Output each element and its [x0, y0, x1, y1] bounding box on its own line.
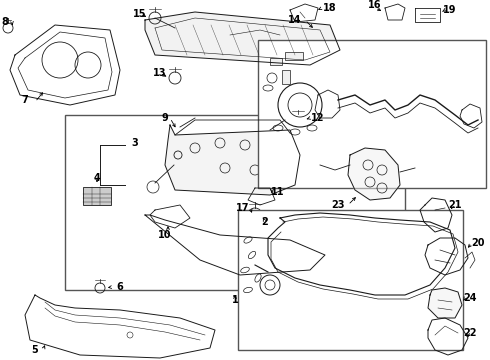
Text: 10: 10 [158, 230, 172, 240]
Text: 21: 21 [448, 200, 462, 210]
Bar [282, 70, 290, 84]
Text: 9: 9 [162, 113, 169, 123]
Text: 1: 1 [232, 295, 238, 305]
Text: 22: 22 [463, 328, 477, 338]
Text: 17: 17 [236, 203, 250, 213]
Text: 20: 20 [471, 238, 485, 248]
Polygon shape [348, 148, 400, 200]
Polygon shape [428, 288, 462, 318]
Text: 13: 13 [153, 68, 167, 78]
Text: 15: 15 [133, 9, 147, 19]
Text: 4: 4 [94, 173, 100, 183]
Text: 14: 14 [288, 15, 302, 25]
Bar [83, 187, 111, 205]
Text: 19: 19 [443, 5, 457, 15]
Bar [270, 58, 282, 65]
Bar [285, 52, 303, 60]
Text: 11: 11 [271, 187, 285, 197]
Text: 5: 5 [32, 345, 38, 355]
Polygon shape [145, 12, 340, 65]
Text: 8: 8 [1, 17, 8, 27]
Bar [65, 115, 405, 290]
Bar [238, 210, 463, 350]
Text: 12: 12 [311, 113, 325, 123]
Text: 23: 23 [331, 200, 345, 210]
Text: 6: 6 [117, 282, 123, 292]
Bar [258, 40, 486, 188]
Text: 3: 3 [132, 138, 138, 148]
Text: 18: 18 [323, 3, 337, 13]
Text: 2: 2 [262, 217, 269, 227]
Text: 16: 16 [368, 0, 382, 10]
Text: 24: 24 [463, 293, 477, 303]
Polygon shape [165, 125, 300, 195]
Text: 7: 7 [22, 95, 28, 105]
